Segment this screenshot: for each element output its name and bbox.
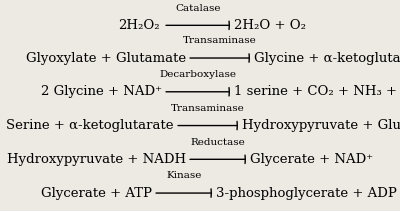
Text: Transaminase: Transaminase [171,104,245,113]
Text: Glycerate + ATP: Glycerate + ATP [41,187,152,200]
Text: 1 serine + CO₂ + NH₃ + NADH: 1 serine + CO₂ + NH₃ + NADH [234,85,400,98]
Text: Reductase: Reductase [191,138,245,147]
Text: 2H₂O + O₂: 2H₂O + O₂ [234,19,306,32]
Text: Catalase: Catalase [175,4,221,13]
Text: 2 Glycine + NAD⁺: 2 Glycine + NAD⁺ [41,85,162,98]
Text: 2H₂O₂: 2H₂O₂ [118,19,160,32]
Text: Serine + α-ketoglutarate: Serine + α-ketoglutarate [6,119,174,132]
Text: 3-phosphoglycerate + ADP: 3-phosphoglycerate + ADP [216,187,397,200]
Text: Glycerate + NAD⁺: Glycerate + NAD⁺ [250,153,373,166]
Text: Hydroxypyruvate + Glutamate: Hydroxypyruvate + Glutamate [242,119,400,132]
Text: Transaminase: Transaminase [183,36,257,45]
Text: Kinase: Kinase [166,171,202,180]
Text: Hydroxypyruvate + NADH: Hydroxypyruvate + NADH [7,153,186,166]
Text: Glyoxylate + Glutamate: Glyoxylate + Glutamate [26,51,186,65]
Text: Decarboxylase: Decarboxylase [160,70,236,79]
Text: Glycine + α-ketoglutarate: Glycine + α-ketoglutarate [254,51,400,65]
